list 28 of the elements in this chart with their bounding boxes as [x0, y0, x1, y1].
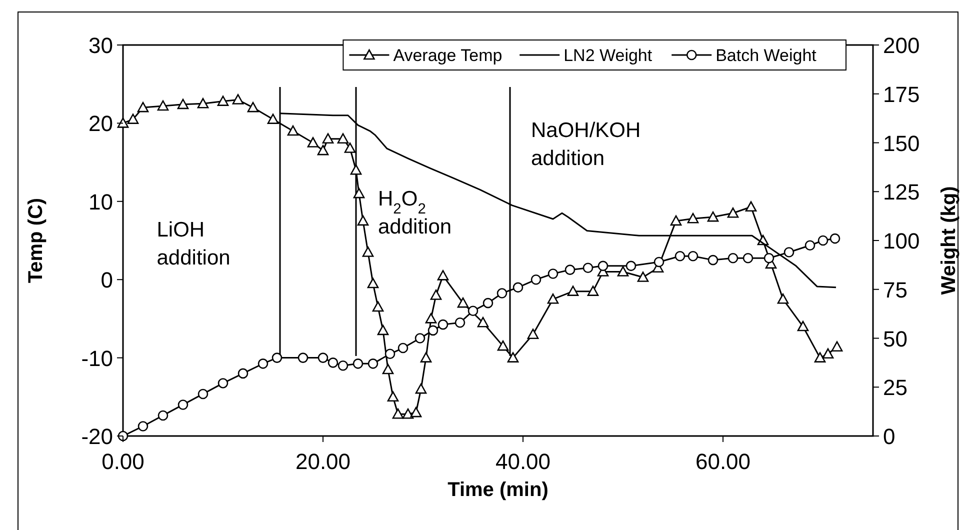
x-tick-label: 0.00: [102, 449, 144, 474]
y-tick-label: -20: [81, 424, 113, 449]
annotation: H$_{2}$O$_{2}$ addition: [378, 187, 452, 238]
y-tick-label: 20: [88, 111, 113, 136]
y2-tick-label: 50: [883, 326, 908, 352]
y2-tick-label: 0: [883, 424, 896, 449]
y-tick-label: 0: [100, 268, 113, 293]
y-tick-label: 10: [88, 189, 113, 214]
y-axis-title: Temp (C): [25, 198, 47, 284]
y2-tick-label: 25: [883, 375, 908, 400]
x-tick-label: 60.00: [695, 449, 751, 474]
legend-label: Average Temp: [393, 46, 502, 65]
legend-label: Batch Weight: [716, 46, 817, 65]
y-tick-label: 30: [88, 33, 113, 58]
y2-tick-label: 175: [883, 82, 920, 107]
legend-label: LN2 Weight: [564, 46, 652, 65]
y2-tick-label: 75: [883, 277, 908, 302]
y2-tick-label: 150: [883, 130, 920, 156]
y2-tick-label: 125: [883, 180, 920, 205]
x-tick-label: 20.00: [295, 449, 351, 474]
annotation: NaOH/KOH addition: [531, 118, 641, 170]
x-tick-label: 40.00: [495, 449, 551, 474]
y-tick-label: -10: [81, 346, 113, 371]
y2-tick-label: 100: [883, 228, 920, 254]
annotation: LiOH addition: [156, 218, 230, 270]
y2-tick-label: 200: [883, 33, 920, 58]
y2-axis-title: Weight (kg): [938, 186, 960, 295]
x-axis-title: Time (min): [448, 479, 548, 501]
